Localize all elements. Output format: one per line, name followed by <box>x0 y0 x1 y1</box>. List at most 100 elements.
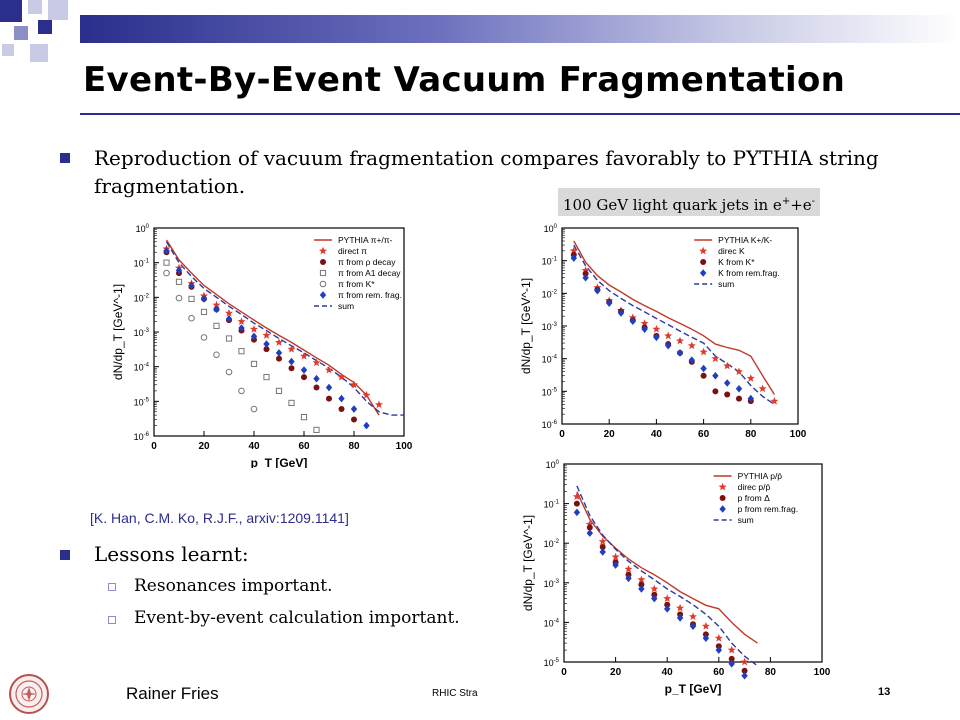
data-point <box>225 368 233 376</box>
corner-square-3 <box>48 0 68 20</box>
x-axis-label: p_T [GeV] <box>665 682 722 696</box>
legend-swatch <box>319 269 327 277</box>
data-point <box>699 347 708 356</box>
y-axis-label: dN/dp_T [GeV^-1] <box>521 515 535 611</box>
data-point <box>287 345 296 353</box>
legend-label: sum <box>738 515 754 525</box>
data-point <box>741 671 748 680</box>
plot-frame <box>563 463 823 663</box>
data-point <box>200 334 208 341</box>
y-tick-label: 10-2 <box>134 293 150 303</box>
proton-spectrum-svg: 0 20 40 60 80 100 100 10-1 10-2 10-3 10-4 10-5 dN/dp… <box>521 460 831 696</box>
data-point <box>770 397 779 405</box>
legend-swatch <box>718 482 727 491</box>
data-point <box>712 388 719 395</box>
bullet-icon <box>60 550 70 560</box>
legend-label: π from rem. frag. <box>338 290 402 300</box>
data-point <box>351 416 357 423</box>
data-point <box>338 394 345 403</box>
bullet-icon <box>60 153 70 163</box>
bullet-text-2: Lessons learnt: <box>94 542 249 566</box>
y-tick-label: 100 <box>546 460 560 470</box>
data-point <box>758 384 767 393</box>
data-point <box>250 405 258 413</box>
data-point <box>300 414 308 421</box>
data-point <box>300 366 308 374</box>
data-point <box>313 426 320 433</box>
legend-label: p from Δ <box>738 493 770 503</box>
data-point <box>225 308 233 317</box>
data-point <box>375 400 383 409</box>
data-point <box>746 374 755 382</box>
data-point <box>163 259 170 266</box>
legend-label: sum <box>338 301 354 311</box>
x-tick-label: 80 <box>348 441 360 452</box>
corner-square-7 <box>30 44 48 62</box>
data-point <box>276 355 282 362</box>
data-point <box>250 325 258 333</box>
x-tick-label: 20 <box>610 667 622 678</box>
data-point <box>225 315 233 323</box>
data-point <box>213 322 220 329</box>
legend-swatch <box>319 246 327 255</box>
y-tick-label: 10-6 <box>542 420 558 430</box>
kaon-spectrum-svg: 0 20 40 60 80 100 100 10-1 10-2 10-3 10-4 10-5 10-6 d… <box>519 224 807 438</box>
legend-label: direct π <box>338 246 367 256</box>
jet-label-mid: +e <box>790 196 812 214</box>
data-point <box>702 631 709 638</box>
data-point <box>727 645 736 654</box>
data-point <box>664 601 671 608</box>
data-point <box>664 331 673 340</box>
data-point <box>275 349 283 357</box>
data-point <box>275 387 283 394</box>
data-point <box>572 492 581 500</box>
data-point <box>175 294 183 302</box>
legend-swatch <box>319 291 327 299</box>
x-tick-label: 20 <box>604 429 616 438</box>
data-point <box>363 421 370 430</box>
data-point <box>676 603 685 612</box>
legend-label: K from rem.frag. <box>718 268 779 278</box>
y-tick-label: 10-2 <box>544 539 560 549</box>
data-point <box>676 349 684 357</box>
jet-label-sup-minus: - <box>811 196 816 207</box>
data-point <box>337 372 346 381</box>
legend-label: PYTHIA p/p̄ <box>738 471 783 481</box>
data-point <box>263 340 270 348</box>
data-point <box>313 374 320 383</box>
data-point <box>638 585 645 593</box>
data-point <box>711 354 720 363</box>
legend-label: direc p/p̄ <box>738 482 771 492</box>
data-point <box>638 581 645 588</box>
y-tick-label: 10-5 <box>544 658 560 668</box>
legend-label: π from K* <box>338 279 375 289</box>
y-tick-label: 100 <box>136 224 150 234</box>
data-point <box>237 317 246 325</box>
corner-square-2 <box>28 0 42 14</box>
series-line <box>576 491 758 644</box>
y-axis-label: dN/dp_T [GeV^-1] <box>111 284 125 380</box>
data-point <box>362 391 371 399</box>
data-point <box>573 500 580 507</box>
data-point <box>585 520 594 528</box>
data-point <box>700 372 707 379</box>
legend-swatch <box>719 505 726 513</box>
data-point <box>715 643 722 650</box>
y-tick-label: 10-6 <box>134 432 150 442</box>
data-point <box>689 622 697 631</box>
data-point <box>300 352 308 360</box>
pion-spectrum-svg: 0 20 40 60 80 100 100 10-1 10-2 10-3 10-4 10-5 10-6 d… <box>111 224 413 468</box>
x-tick-label: 80 <box>745 429 757 438</box>
sub-item-2: Event-by-event calculation important. <box>134 608 460 628</box>
y-axis-label: dN/dp_T [GeV^-1] <box>519 278 533 374</box>
page-number: 13 <box>878 686 891 698</box>
x-tick-label: 80 <box>765 667 777 678</box>
data-point <box>651 591 658 598</box>
data-point <box>212 300 221 309</box>
sub-bullet-icon <box>108 583 116 591</box>
data-point <box>599 544 606 551</box>
legend-swatch <box>320 259 326 265</box>
data-point <box>188 295 195 303</box>
data-point <box>650 584 659 593</box>
legend-swatch <box>700 259 707 265</box>
